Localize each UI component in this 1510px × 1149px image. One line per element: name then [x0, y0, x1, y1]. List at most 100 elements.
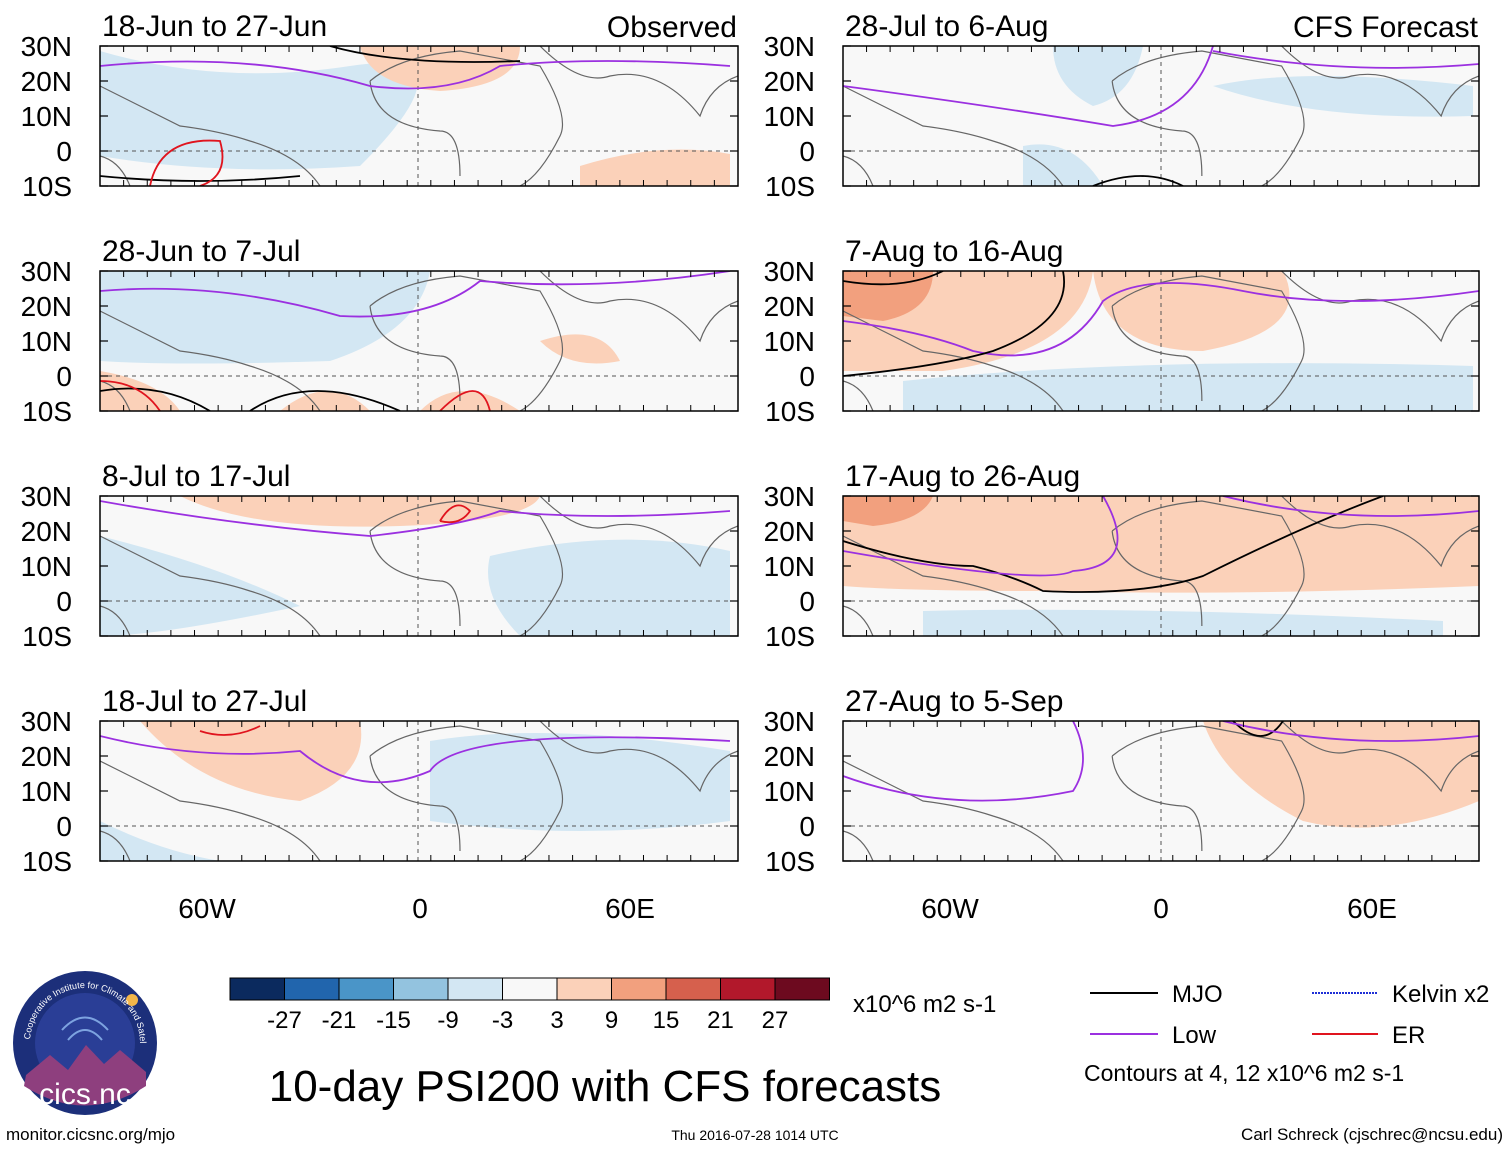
- colorbar-swatch: [556, 977, 612, 1001]
- shading-region: [903, 363, 1473, 411]
- lat-label: 10N: [764, 101, 815, 132]
- low-contour: [100, 60, 731, 90]
- coastline-americas: [100, 310, 321, 411]
- map-panel-obs-4: 18-Jul to 27-Jul 30N 20N 10N 0 10S: [21, 685, 739, 877]
- logo-arc-icon: [67, 1029, 103, 1041]
- lat-label: 0: [799, 586, 815, 617]
- lat-label: 30N: [764, 481, 815, 512]
- contour-lines: [100, 271, 731, 411]
- lat-label: 10N: [764, 776, 815, 807]
- shading-region: [1023, 144, 1103, 186]
- shading-region: [360, 46, 520, 91]
- low-contour: [843, 282, 1479, 357]
- colorbar-label: 3: [550, 1007, 563, 1034]
- coastline-africa: [369, 50, 564, 186]
- shading-region: [1053, 46, 1143, 106]
- map-panel-fc-2: 7-Aug to 16-Aug 30N 20N 10N 0 10S: [764, 235, 1480, 427]
- contour-lines: [100, 500, 731, 537]
- anomaly-shading: [100, 46, 730, 186]
- shading-region: [580, 149, 730, 186]
- shading-region: [100, 821, 220, 861]
- map-panel-fc-1: 28-Jul to 6-Aug 30N 20N 10N 0 10S: [764, 10, 1480, 202]
- lon-label-0: 0: [412, 893, 428, 924]
- contour-legend: MJO Kelvin x2 Low ER Contours at 4, 12 x…: [1084, 981, 1489, 1086]
- lat-label: 20N: [764, 516, 815, 547]
- er-contour: [439, 390, 491, 411]
- lat-label: 0: [799, 361, 815, 392]
- mjo-contour: [843, 271, 1065, 377]
- coastline-africa: [369, 725, 564, 861]
- colorbar-swatch: [720, 977, 776, 1001]
- contour-lines: [100, 46, 731, 186]
- er-contour: [439, 504, 472, 524]
- logo-mountains: [24, 1045, 146, 1106]
- lat-label: 0: [799, 136, 815, 167]
- coastline-asia: [539, 721, 738, 793]
- lat-label: 0: [56, 361, 72, 392]
- coastlines: [843, 46, 1479, 186]
- cfs-forecast-header: CFS Forecast: [1293, 11, 1479, 44]
- panel-date-range: 18-Jun to 27-Jun: [102, 10, 327, 43]
- lat-label: 10N: [21, 101, 72, 132]
- coastline-asia: [539, 46, 738, 118]
- low-contour: [1222, 721, 1479, 742]
- coastlines: [843, 271, 1479, 411]
- contour-lines: [843, 271, 1479, 377]
- contour-lines: [843, 46, 1479, 186]
- colorbar-label: 27: [762, 1007, 789, 1034]
- colorbar-label: -21: [322, 1007, 357, 1034]
- panel-background: [843, 46, 1479, 186]
- coastline-americas: [100, 760, 321, 861]
- map-panel-fc-3: 17-Aug to 26-Aug 30N 20N 10N 0 10S: [764, 460, 1480, 652]
- colorbar-label: -9: [437, 1007, 458, 1034]
- logo-wordmark: cics.nc: [39, 1078, 131, 1111]
- lat-label: 30N: [21, 256, 72, 287]
- lon-label-60e: 60E: [1347, 893, 1397, 924]
- low-contour: [100, 271, 731, 318]
- lat-label: 30N: [21, 481, 72, 512]
- mjo-contour: [1232, 721, 1284, 737]
- colorbar-swatch: [229, 977, 285, 1001]
- lat-label: 10S: [22, 171, 72, 202]
- colorbar-swatch: [774, 977, 830, 1001]
- mjo-contour: [843, 271, 944, 286]
- panel-date-range: 8-Jul to 17-Jul: [102, 460, 290, 493]
- panel-date-range: 27-Aug to 5-Sep: [845, 685, 1063, 718]
- coastline-americas: [843, 535, 1064, 636]
- lat-label: 20N: [764, 291, 815, 322]
- coastline-africa: [1111, 50, 1305, 186]
- anomaly-shading: [100, 721, 730, 861]
- low-contour: [843, 46, 1214, 127]
- lon-label-0: 0: [1153, 893, 1169, 924]
- shading-region: [100, 51, 418, 170]
- colorbar-swatch: [502, 977, 558, 1001]
- mjo-contour: [100, 175, 301, 182]
- shading-region: [280, 391, 370, 411]
- low-contour: [100, 500, 731, 537]
- lat-label: 30N: [764, 31, 815, 62]
- main-title: 10-day PSI200 with CFS forecasts: [269, 1062, 942, 1111]
- coastline-asia: [1281, 721, 1479, 793]
- colorbar-label: -27: [267, 1007, 302, 1034]
- lat-label: 20N: [21, 66, 72, 97]
- lat-label: 30N: [764, 706, 815, 737]
- timestamp: Thu 2016-07-28 1014 UTC: [671, 1127, 838, 1143]
- colorbar: -27 -21 -15 -9 -3 3 9 15 21 27: [229, 977, 830, 1034]
- contour-lines: [843, 496, 1479, 593]
- colorbar-units: x10^6 m2 s-1: [853, 991, 996, 1018]
- mjo-contour: [1092, 175, 1184, 186]
- colorbar-label: 15: [653, 1007, 680, 1034]
- lat-label: 10N: [21, 326, 72, 357]
- panel-date-range: 17-Aug to 26-Aug: [845, 460, 1080, 493]
- coastline-americas: [843, 310, 1064, 411]
- lon-label-60w: 60W: [921, 893, 979, 924]
- lat-label: 20N: [764, 66, 815, 97]
- anomaly-shading: [100, 271, 620, 411]
- mjo-contour: [843, 496, 1384, 593]
- coastlines: [100, 496, 738, 636]
- lon-axis-left: 60W 0 60E: [178, 893, 655, 924]
- lat-label: 10N: [764, 551, 815, 582]
- legend-label-low: Low: [1172, 1022, 1217, 1049]
